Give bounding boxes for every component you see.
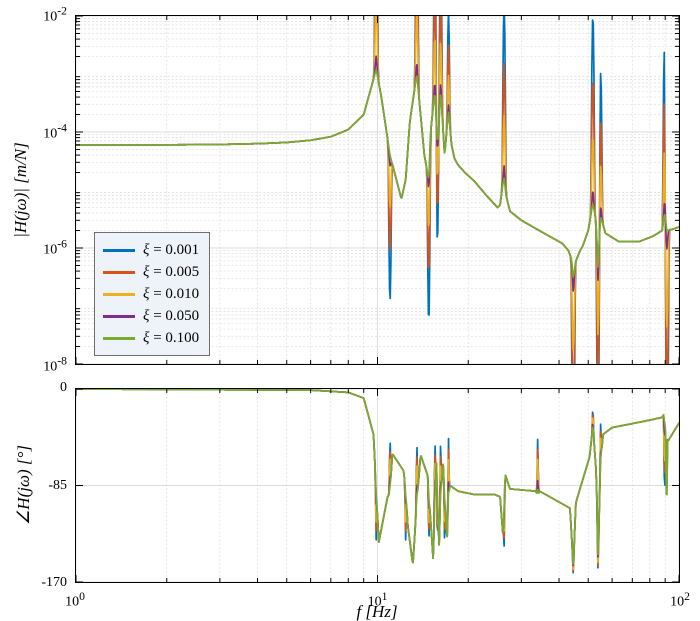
- legend-item-2: ξ = 0.010: [103, 283, 199, 305]
- legend-label-0: ξ = 0.001: [143, 242, 199, 259]
- legend-item-3: ξ = 0.050: [103, 305, 199, 327]
- ylabel-phase: ∠H(jω) [°]: [14, 445, 34, 525]
- legend-swatch-4: [103, 337, 135, 340]
- legend-label-1: ξ = 0.005: [143, 264, 199, 281]
- legend-swatch-3: [103, 315, 135, 318]
- ytick-1e-2: 10-2: [43, 5, 67, 26]
- ytick-1e-8: 10-8: [43, 355, 67, 376]
- ytick--85: -85: [48, 478, 67, 494]
- ytick-1e-4: 10-4: [43, 121, 67, 142]
- bode-figure: |H(jω)| [m/N] 10-2 10-4 10-6 10-8 ξ = 0.…: [0, 0, 700, 621]
- legend: ξ = 0.001 ξ = 0.005 ξ = 0.010 ξ = 0.050 …: [94, 232, 210, 356]
- legend-swatch-0: [103, 249, 135, 252]
- phase-plot-svg: [76, 389, 679, 582]
- legend-item-4: ξ = 0.100: [103, 327, 199, 349]
- legend-item-1: ξ = 0.005: [103, 261, 199, 283]
- legend-swatch-1: [103, 271, 135, 274]
- ytick-0: 0: [60, 380, 67, 396]
- legend-label-2: ξ = 0.010: [143, 286, 199, 303]
- ytick--170: -170: [41, 575, 67, 591]
- ylabel-mag: |H(jω)| [m/N]: [11, 142, 31, 238]
- legend-label-3: ξ = 0.050: [143, 308, 199, 325]
- legend-label-4: ξ = 0.100: [143, 330, 199, 347]
- xtick-1e2: 102: [670, 590, 690, 611]
- ytick-1e-6: 10-6: [43, 238, 67, 259]
- xlabel: f [Hz]: [356, 602, 397, 621]
- legend-swatch-2: [103, 293, 135, 296]
- xtick-1e0: 100: [65, 590, 85, 611]
- phase-panel: [75, 388, 680, 583]
- legend-item-0: ξ = 0.001: [103, 239, 199, 261]
